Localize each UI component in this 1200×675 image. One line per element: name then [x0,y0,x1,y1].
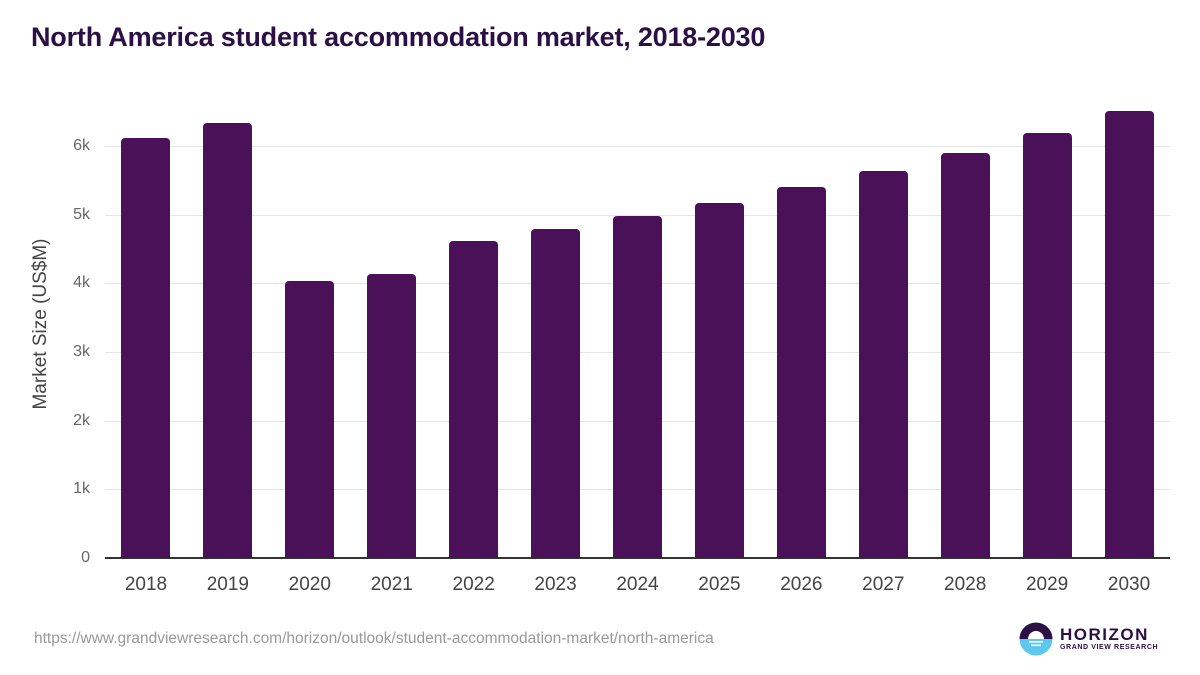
bar-2018[interactable] [121,138,171,558]
y-tick-label: 4k [73,274,90,292]
x-tick-label: 2022 [452,574,495,595]
bar-2027[interactable] [858,170,908,558]
x-tick-label: 2023 [534,574,577,595]
x-tick-label: 2021 [370,574,413,595]
bar-2023[interactable] [531,229,581,558]
x-tick-label: 2027 [862,574,905,595]
bar-2024[interactable] [613,216,662,558]
bar-2020[interactable] [285,281,335,558]
x-tick-label: 2018 [124,574,168,595]
gridline [105,214,1170,216]
x-tick-label: 2019 [206,574,250,595]
y-tick-label: 3k [73,342,90,360]
source-url: https://www.grandviewresearch.com/horizo… [34,630,714,647]
bar-2028[interactable] [940,152,990,558]
logo-subtext: GRAND VIEW RESEARCH [1060,644,1159,651]
logo-text: HORIZON [1060,625,1149,644]
y-tick-label: 1k [73,480,90,498]
x-tick-label: 2025 [698,574,741,595]
gridline [105,145,1170,147]
x-tick-label: 2030 [1107,574,1151,595]
y-tick-label: 6k [73,136,90,154]
x-tick-label: 2020 [288,574,331,595]
y-axis-label: Market Size (US$M) [30,238,51,410]
bar-2029[interactable] [1022,132,1072,558]
bar-2030[interactable] [1104,110,1154,558]
y-tick-label: 0 [81,549,90,566]
plot-area: 0 1k 2k 3k 4k 5k 6k 2018 2019 2020 2021 2022 2023 202… [73,90,1170,595]
x-tick-label: 2029 [1025,574,1069,595]
bar-2022[interactable] [449,240,499,558]
chart-title: North America student accommodation mark… [31,22,766,52]
horizon-logo: HORIZON GRAND VIEW RESEARCH [1019,622,1159,656]
x-tick-label: 2026 [780,574,823,595]
y-tick-label: 5k [73,205,90,223]
bar-2025[interactable] [694,202,744,558]
bar-2026[interactable] [776,187,826,558]
bar-2019[interactable] [203,122,253,558]
horizon-logo-icon [1019,622,1053,656]
x-tick-label: 2024 [616,574,659,595]
y-tick-label: 2k [73,411,90,429]
x-tick-label: 2028 [944,574,987,595]
bar-2021[interactable] [367,274,417,558]
